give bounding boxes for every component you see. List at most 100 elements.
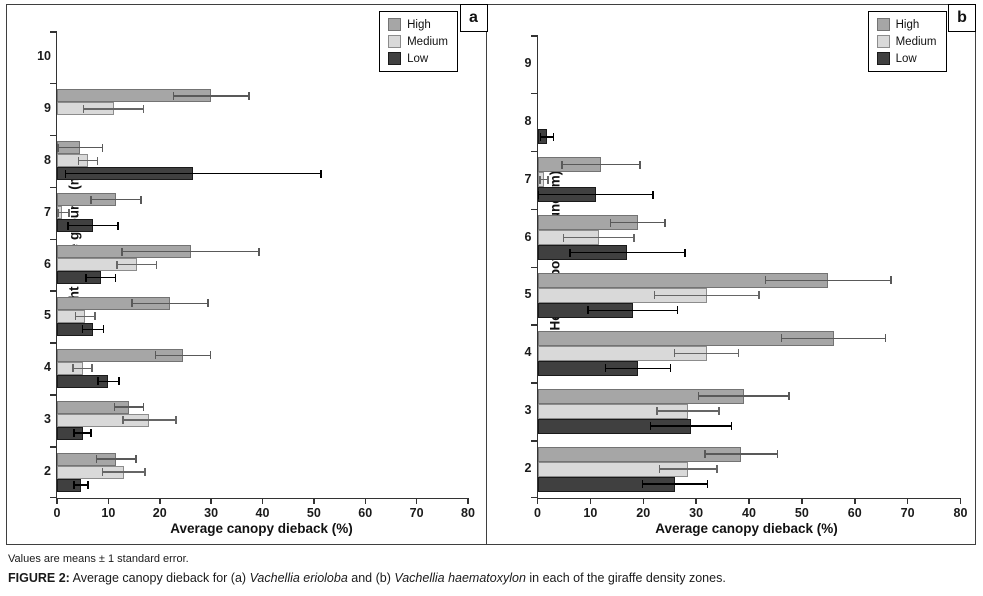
y-tick-label: 5 <box>44 308 51 323</box>
x-axis-tick <box>748 498 750 504</box>
caption-species-a: Vachellia erioloba <box>249 571 348 585</box>
error-bar <box>656 410 720 412</box>
y-axis-tick <box>50 186 56 189</box>
legend-swatch-low <box>876 52 890 65</box>
error-bar-cap <box>569 248 571 257</box>
error-bar <box>57 211 70 214</box>
y-tick-label: 4 <box>44 360 51 375</box>
error-bar-cap <box>144 468 146 477</box>
caption-pre: Average canopy dieback for (a) <box>69 571 250 585</box>
error-bar <box>121 250 260 253</box>
legend-swatch-medium <box>388 35 402 48</box>
x-tick-label: 30 <box>204 506 219 520</box>
error-bar <box>72 367 93 370</box>
x-axis-tick <box>261 498 264 504</box>
y-tick-label: 8 <box>524 113 532 128</box>
error-bar-cap <box>539 132 542 141</box>
error-bar <box>658 468 718 470</box>
x-tick-label: 40 <box>742 506 756 520</box>
error-bar-cap <box>94 312 96 321</box>
y-tick-label: 3 <box>524 403 532 418</box>
error-bar-cap <box>639 160 641 169</box>
error-bar-cap <box>81 325 84 334</box>
x-axis-tick <box>959 498 962 504</box>
y-axis-tick <box>50 31 56 33</box>
error-bar-cap <box>730 422 733 431</box>
error-bar-cap <box>142 403 145 412</box>
error-bar-cap <box>155 260 158 269</box>
x-axis-title-a: Average canopy dieback (%) <box>170 521 353 536</box>
error-bar-cap <box>77 156 80 165</box>
legend-panel-b: High Medium Low <box>867 11 947 72</box>
error-bar-cap <box>135 455 137 464</box>
error-bar-cap <box>673 349 676 358</box>
error-bar-cap <box>669 364 672 373</box>
error-bar-cap <box>552 132 555 141</box>
y-tick-label: 4 <box>524 345 532 360</box>
error-bar <box>131 302 209 305</box>
caption-area: Values are means ± 1 standard error. FIG… <box>6 545 979 585</box>
y-tick-label: 9 <box>524 55 532 70</box>
y-tick-label: 8 <box>44 152 51 167</box>
error-bar <box>604 367 672 370</box>
error-bar-cap <box>788 392 790 401</box>
y-axis-tick <box>50 342 56 344</box>
x-tick-label: 10 <box>583 506 598 520</box>
x-tick-label: 10 <box>101 506 116 520</box>
error-bar-cap <box>73 481 75 490</box>
error-bar-cap <box>101 468 104 477</box>
error-bar <box>561 163 641 166</box>
figure-caption: FIGURE 2: Average canopy dieback for (a)… <box>8 571 977 585</box>
error-bar-cap <box>562 233 565 242</box>
y-axis-tick <box>530 92 537 95</box>
legend-label-low: Low <box>407 52 429 65</box>
y-tick-label: 5 <box>524 287 532 302</box>
error-bar-cap <box>258 247 260 256</box>
error-bar-cap <box>140 195 142 204</box>
x-axis-tick <box>589 498 592 504</box>
error-bar <box>673 352 740 355</box>
panel-label-a: a <box>459 3 488 32</box>
y-axis-tick <box>530 440 537 442</box>
error-bar-cap <box>716 465 718 474</box>
caption-post: in each of the giraffe density zones. <box>525 571 726 585</box>
y-tick-label: 7 <box>524 171 532 186</box>
x-axis-tick <box>159 498 161 504</box>
error-bar-cap <box>113 403 115 412</box>
error-bar-cap <box>609 218 612 227</box>
x-axis-tick <box>695 498 697 504</box>
error-bar-cap <box>102 325 105 334</box>
x-axis-title-b: Average canopy dieback (%) <box>655 521 838 536</box>
error-bar-cap <box>175 416 177 425</box>
error-bar <box>780 337 887 340</box>
x-axis-tick <box>56 498 58 504</box>
error-bar <box>697 395 790 397</box>
y-axis-tick <box>50 446 56 448</box>
error-bar-cap <box>114 273 117 282</box>
caption-species-b: Vachellia haematoxylon <box>394 571 526 585</box>
error-bar-cap <box>207 299 209 308</box>
error-bar <box>97 380 120 383</box>
error-bar <box>74 315 96 318</box>
error-bar <box>539 178 549 181</box>
error-bar <box>67 224 119 227</box>
y-tick-label: 2 <box>524 461 532 476</box>
error-bar-cap <box>67 221 69 230</box>
y-tick-label: 2 <box>44 464 51 479</box>
legend-item-low: Low <box>388 52 448 65</box>
x-axis-tick <box>364 498 366 504</box>
legend-swatch-medium <box>876 35 890 48</box>
error-bar-cap <box>74 312 77 321</box>
error-bar-cap <box>320 169 322 178</box>
error-bar <box>81 328 105 331</box>
y-tick-label: 6 <box>524 229 532 244</box>
legend-panel-a: High Medium Low <box>379 11 458 72</box>
error-bar-cap <box>64 169 67 178</box>
error-bar-cap <box>118 377 120 386</box>
x-axis-tick <box>210 498 212 504</box>
y-axis-tick <box>50 134 56 137</box>
panel-label-b: b <box>948 3 976 32</box>
plot-area-b: Height above ground (m) 9876543201020304… <box>525 35 967 520</box>
error-bar <box>82 108 145 110</box>
error-bar-cap <box>890 276 892 285</box>
